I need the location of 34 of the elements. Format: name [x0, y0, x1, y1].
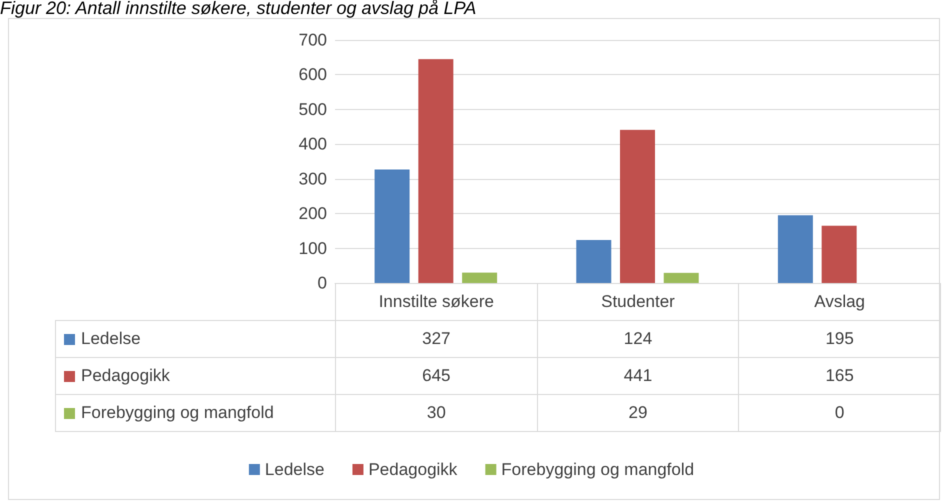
data-label: 327 — [335, 320, 538, 358]
y-tick-label: 0 — [318, 274, 327, 292]
bar — [620, 130, 655, 283]
y-tick-label: 100 — [298, 238, 327, 258]
legend-label: Ledelse — [264, 460, 324, 479]
x-tick-label: Avslag — [738, 283, 941, 321]
bar — [822, 226, 857, 283]
data-label: 29 — [536, 394, 740, 432]
bar — [462, 272, 498, 283]
data-label: 0 — [738, 394, 941, 432]
text: Forebygging og mangfold — [81, 403, 274, 422]
data-label: 645 — [335, 357, 538, 395]
data-label: 441 — [536, 357, 740, 395]
data-label: 30 — [335, 394, 538, 432]
text: Pedagogikk — [81, 366, 170, 385]
data-label: 165 — [738, 357, 941, 395]
y-tick-label: 600 — [298, 65, 327, 84]
data-label: 124 — [536, 320, 740, 358]
y-tick-label: 300 — [298, 169, 327, 188]
y-tick-label: 200 — [298, 204, 327, 224]
legend-label: Forebygging og mangfold — [501, 460, 694, 479]
bar — [374, 169, 410, 283]
y-tick-label: 700 — [298, 30, 327, 50]
bar — [418, 59, 454, 283]
text: Ledelse — [81, 329, 141, 348]
data-label: 195 — [738, 320, 941, 358]
bar — [576, 240, 612, 283]
bar — [778, 215, 813, 283]
x-tick-label: Innstilte søkere — [335, 283, 538, 321]
x-tick-label: Studenter — [536, 283, 740, 321]
bar — [664, 272, 699, 283]
y-tick-label: 400 — [298, 134, 327, 154]
y-tick-label: 500 — [298, 100, 327, 119]
legend-label: Pedagogikk — [368, 460, 458, 479]
